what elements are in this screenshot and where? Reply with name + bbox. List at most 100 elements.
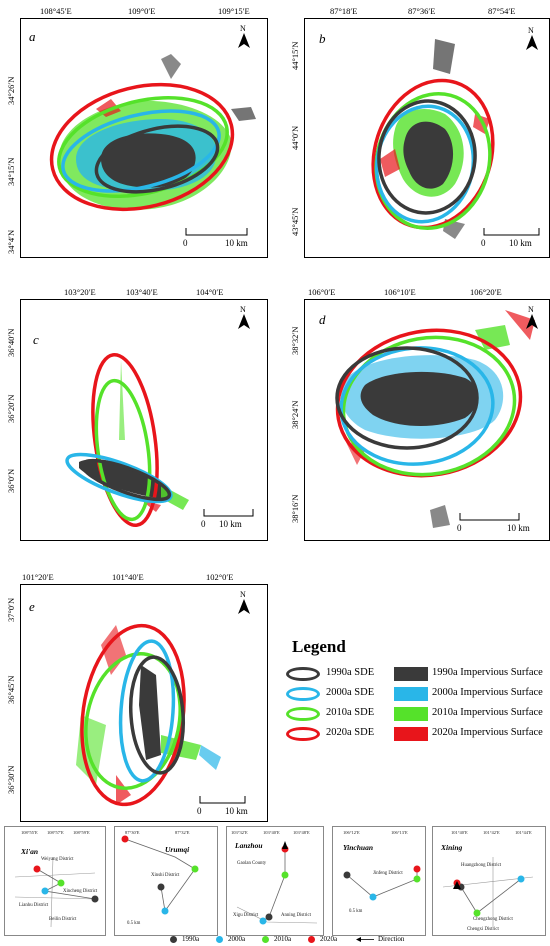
mini-tick: 108°59′E (73, 830, 90, 835)
y-tick: 34°4′N (6, 229, 16, 254)
sde-1990 (80, 458, 172, 502)
sde-1990 (128, 655, 186, 775)
impervious-surface (341, 310, 535, 528)
svg-text:N: N (240, 24, 246, 33)
north-arrow-icon: N (523, 25, 541, 51)
sde-2020 (91, 352, 159, 528)
north-arrow-icon: N (235, 23, 253, 49)
panel-label: d (319, 312, 326, 327)
map-frame: e N 0 10 km (20, 584, 268, 822)
scale-distance: 10 km (509, 238, 532, 248)
impervious-surface (380, 39, 490, 239)
district-label: Huangzhong District (461, 863, 502, 868)
x-tick: 109°15′E (218, 6, 250, 16)
mini-scale: 0.5 km (349, 909, 363, 914)
y-tick: 38°24′N (290, 400, 300, 429)
direction-arrow-icon (356, 937, 374, 942)
scale-distance: 10 km (225, 238, 248, 248)
y-tick: 36°30′N (6, 765, 16, 794)
svg-text:N: N (528, 26, 534, 35)
district-label: Gaolan County (237, 861, 267, 866)
mini-map-lanzhou: 103°32′E 103°40′E 103°48′E Lanzhou Gaola… (226, 826, 324, 936)
sde-2000 (118, 639, 176, 783)
mini-scale: 0.5 km (127, 921, 141, 926)
mini-map-lines (236, 841, 318, 925)
sde-ellipses (65, 352, 173, 528)
dot-2010-icon (262, 936, 269, 943)
x-tick: 106°20′E (470, 287, 502, 297)
legend-row: 2020a SDE 2020a Impervious Surface (286, 725, 548, 743)
bottom-legend-label: 2010a (274, 935, 292, 943)
scale-zero: 0 (197, 806, 202, 816)
x-tick: 87°18′E (330, 6, 358, 16)
x-tick: 87°54′E (488, 6, 516, 16)
x-tick: 104°0′E (196, 287, 224, 297)
x-tick: 102°0′E (206, 572, 234, 582)
mini-map-title: Xi'an (21, 847, 39, 856)
mini-map-xian: 108°55′E 108°57′E 108°59′E Xi'an Weiyang… (4, 826, 106, 936)
mini-tick: 101°40′E (451, 830, 468, 835)
surface-1990-swatch (394, 667, 428, 681)
district-label: Lianhu District (19, 903, 49, 908)
legend-sde-label: 1990a SDE (326, 667, 375, 678)
mini-tick: 103°40′E (263, 830, 280, 835)
mini-tick: 103°32′E (231, 830, 248, 835)
mini-map-title: Lanzhou (235, 841, 263, 850)
dot-2000-icon (216, 936, 223, 943)
mini-map-title: Yinchuan (343, 843, 374, 852)
sde-1990 (377, 99, 477, 215)
scale-distance: 10 km (225, 806, 248, 816)
dot-2020-icon (308, 936, 315, 943)
scale-bar: 0 10 km (201, 508, 267, 532)
sde-map-c (65, 352, 189, 528)
legend-sde-label: 2020a SDE (326, 727, 375, 738)
scale-distance: 10 km (507, 523, 530, 533)
scale-bar: 0 10 km (481, 227, 549, 251)
svg-text:N: N (240, 590, 246, 599)
sde-ellipses (80, 623, 186, 807)
legend-title: Legend (292, 637, 346, 656)
sde-map-e (76, 623, 221, 807)
x-tick: 106°10′E (384, 287, 416, 297)
svg-text:N: N (528, 305, 534, 314)
panel-label: a (29, 29, 36, 44)
district-label: Chengzhong District (473, 917, 513, 922)
y-tick: 44°0′N (290, 125, 300, 150)
sde-2000-swatch (286, 687, 320, 701)
x-tick: 106°0′E (308, 287, 336, 297)
north-arrow-icon: N (235, 589, 253, 615)
legend-surface-label: 2020a Impervious Surface (432, 727, 543, 738)
district-label: Xinshi District (151, 873, 180, 878)
surface-2020-swatch (394, 727, 428, 741)
mini-tick: 87°30′E (125, 830, 140, 835)
map-panel-b: 87°18′E 87°36′E 87°54′E 44°15′N 44°0′N 4… (280, 0, 550, 262)
map-panel-d: 106°0′E 106°10′E 106°20′E 38°32′N 38°24′… (280, 283, 550, 545)
bottom-legend-label: 2000a (228, 935, 246, 943)
panel-label: e (29, 599, 35, 614)
mini-tick: 103°48′E (293, 830, 310, 835)
sde-1990 (94, 124, 220, 194)
mini-map-title: Urumqi (165, 845, 190, 854)
scale-zero: 0 (481, 238, 486, 248)
y-tick: 36°0′N (6, 468, 16, 493)
sde-map-a (49, 54, 256, 212)
surface-2010-swatch (394, 707, 428, 721)
mini-tick: 87°32′E (175, 830, 190, 835)
scale-zero: 0 (183, 238, 188, 248)
x-tick: 101°20′E (22, 572, 54, 582)
mini-map-xining: 101°40′E 101°42′E 101°44′E Xining Huangz… (432, 826, 546, 936)
x-tick: 103°40′E (126, 287, 158, 297)
district-label: Beilin District (49, 917, 77, 922)
legend-surface-label: 2000a Impervious Surface (432, 687, 543, 698)
x-tick: 108°45′E (40, 6, 72, 16)
legend-row: 2010a SDE 2010a Impervious Surface (286, 705, 548, 723)
legend: Legend 1990a SDE 1990a Impervious Surfac… (286, 637, 548, 747)
y-tick: 34°26′N (6, 76, 16, 105)
scale-zero: 0 (457, 523, 462, 533)
mini-tick: 101°44′E (515, 830, 532, 835)
y-tick: 44°15′N (290, 41, 300, 70)
mini-map-lines (442, 857, 534, 927)
sde-2020 (80, 623, 186, 807)
y-tick: 34°15′N (6, 157, 16, 186)
y-tick: 43°45′N (290, 207, 300, 236)
